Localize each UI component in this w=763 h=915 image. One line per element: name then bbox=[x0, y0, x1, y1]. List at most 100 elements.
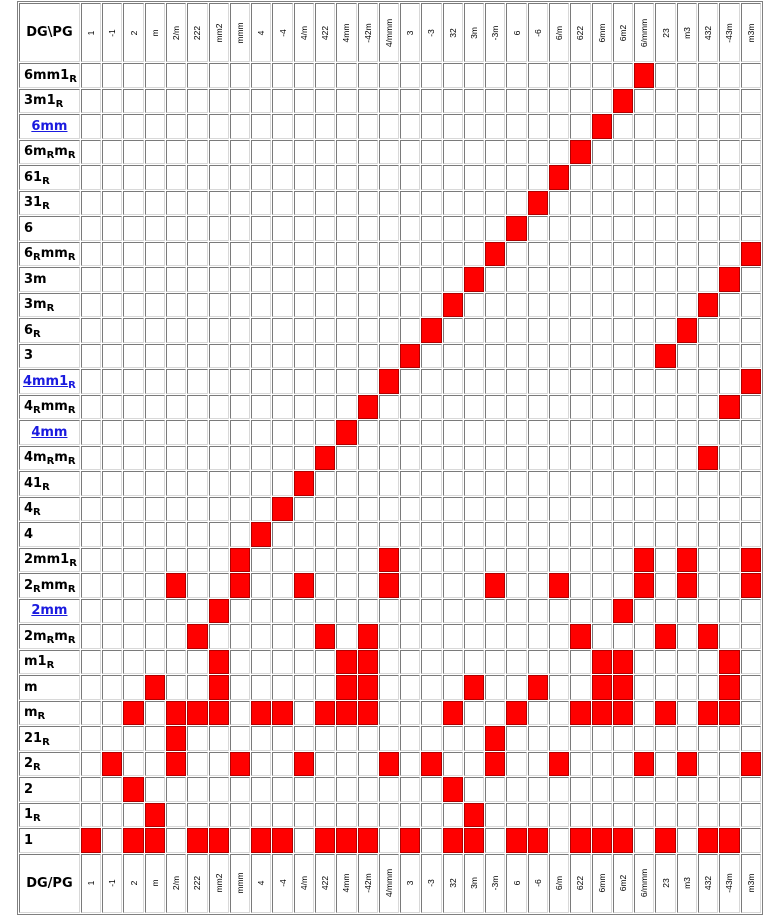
empty-cell bbox=[527, 751, 549, 776]
empty-cell bbox=[144, 420, 165, 445]
empty-cell bbox=[293, 624, 314, 649]
empty-cell bbox=[676, 165, 697, 190]
column-header: 32 bbox=[442, 853, 463, 913]
empty-cell bbox=[549, 471, 570, 496]
empty-cell bbox=[634, 343, 655, 368]
filled-cell bbox=[144, 828, 165, 853]
empty-cell bbox=[208, 573, 229, 598]
empty-cell bbox=[549, 802, 570, 827]
empty-cell bbox=[527, 139, 549, 164]
empty-cell bbox=[698, 777, 719, 802]
empty-cell bbox=[165, 267, 187, 292]
empty-cell bbox=[336, 445, 357, 470]
row-label: m bbox=[19, 675, 80, 700]
row-label-base: 6 bbox=[24, 220, 34, 236]
column-header-label: 622 bbox=[575, 25, 586, 40]
empty-cell bbox=[357, 598, 378, 623]
filled-cell bbox=[357, 828, 378, 853]
table-row: 3m1R bbox=[19, 88, 761, 113]
empty-cell bbox=[336, 547, 357, 572]
column-header-label: 3 bbox=[405, 880, 416, 886]
empty-cell bbox=[378, 267, 400, 292]
empty-cell bbox=[123, 726, 144, 751]
empty-cell bbox=[229, 241, 251, 266]
empty-cell bbox=[549, 726, 570, 751]
empty-cell bbox=[740, 318, 761, 343]
empty-cell bbox=[80, 777, 102, 802]
row-label-subscript: R bbox=[67, 150, 76, 162]
empty-cell bbox=[591, 726, 612, 751]
empty-cell bbox=[591, 471, 612, 496]
empty-cell bbox=[251, 751, 272, 776]
empty-cell bbox=[80, 369, 102, 394]
empty-cell bbox=[655, 114, 676, 139]
empty-cell bbox=[570, 675, 591, 700]
empty-cell bbox=[80, 573, 102, 598]
empty-cell bbox=[165, 63, 187, 88]
empty-cell bbox=[293, 394, 314, 419]
empty-cell bbox=[378, 496, 400, 521]
filled-cell bbox=[485, 241, 506, 266]
row-label-link[interactable]: 6mm bbox=[19, 114, 80, 139]
empty-cell bbox=[357, 190, 378, 215]
empty-cell bbox=[336, 241, 357, 266]
empty-cell bbox=[442, 471, 463, 496]
empty-cell bbox=[336, 139, 357, 164]
row-label-link-text[interactable]: 4mm bbox=[31, 425, 67, 440]
empty-cell bbox=[527, 267, 549, 292]
row-label-link-text[interactable]: 6mm bbox=[31, 119, 67, 134]
empty-cell bbox=[463, 216, 485, 241]
filled-cell bbox=[400, 828, 421, 853]
empty-cell bbox=[612, 445, 634, 470]
empty-cell bbox=[676, 624, 697, 649]
column-header: -43m bbox=[719, 853, 740, 913]
empty-cell bbox=[293, 241, 314, 266]
empty-cell bbox=[400, 369, 421, 394]
filled-cell bbox=[357, 624, 378, 649]
empty-cell bbox=[676, 777, 697, 802]
empty-cell bbox=[634, 318, 655, 343]
empty-cell bbox=[676, 471, 697, 496]
empty-cell bbox=[336, 573, 357, 598]
table-row: 2R bbox=[19, 751, 761, 776]
empty-cell bbox=[591, 420, 612, 445]
empty-cell bbox=[676, 190, 697, 215]
row-label-link-text[interactable]: 4mm1R bbox=[22, 373, 76, 391]
filled-cell bbox=[740, 547, 761, 572]
filled-cell bbox=[165, 751, 187, 776]
empty-cell bbox=[123, 88, 144, 113]
row-label: 2RmmR bbox=[19, 573, 80, 598]
empty-cell bbox=[740, 624, 761, 649]
empty-cell bbox=[314, 139, 336, 164]
empty-cell bbox=[698, 343, 719, 368]
empty-cell bbox=[719, 624, 740, 649]
filled-cell bbox=[740, 573, 761, 598]
empty-cell bbox=[676, 649, 697, 674]
empty-cell bbox=[549, 318, 570, 343]
empty-cell bbox=[144, 445, 165, 470]
empty-cell bbox=[655, 598, 676, 623]
empty-cell bbox=[187, 777, 208, 802]
empty-cell bbox=[378, 726, 400, 751]
row-label-link[interactable]: 2mm bbox=[19, 598, 80, 623]
empty-cell bbox=[229, 88, 251, 113]
column-header-label: 6m2 bbox=[618, 874, 629, 892]
filled-cell bbox=[144, 675, 165, 700]
row-label-base: 4mm1 bbox=[22, 373, 69, 389]
empty-cell bbox=[676, 292, 697, 317]
empty-cell bbox=[293, 598, 314, 623]
row-label-link[interactable]: 4mm1R bbox=[19, 369, 80, 394]
empty-cell bbox=[421, 700, 442, 725]
empty-cell bbox=[549, 624, 570, 649]
row-label-link[interactable]: 4mm bbox=[19, 420, 80, 445]
row-label-rest: m bbox=[54, 628, 68, 644]
empty-cell bbox=[698, 649, 719, 674]
row-label-base: 4 bbox=[24, 399, 34, 415]
empty-cell bbox=[378, 445, 400, 470]
filled-cell bbox=[506, 216, 527, 241]
empty-cell bbox=[144, 522, 165, 547]
row-label-link-text[interactable]: 2mm bbox=[31, 603, 67, 618]
column-header-label: 222 bbox=[192, 875, 203, 891]
empty-cell bbox=[400, 114, 421, 139]
empty-cell bbox=[655, 369, 676, 394]
